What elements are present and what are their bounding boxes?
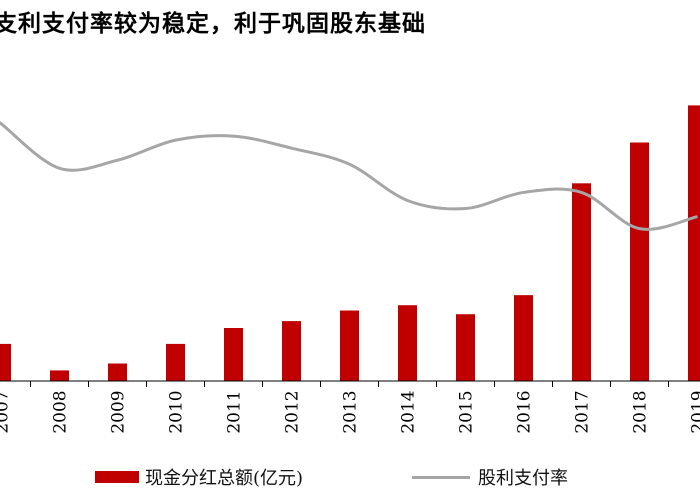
x-ticks [30, 381, 669, 387]
x-label-2008: 2008 [51, 390, 71, 433]
x-label-2009: 2009 [109, 390, 129, 433]
bar-2011 [224, 328, 243, 381]
legend-label-dividends: 现金分红总额(亿元) [145, 468, 304, 489]
bar-2012 [282, 321, 301, 381]
x-label-2014: 2014 [399, 390, 419, 433]
legend-item-payout: 股利支付率 [412, 462, 568, 492]
bar-2016 [514, 295, 533, 381]
payout-ratio-line [0, 120, 698, 231]
x-label-2011: 2011 [225, 390, 245, 433]
bar-2017 [572, 183, 591, 381]
chart-title: 支利支付率较为稳定，利于巩固股东基础 [0, 11, 426, 37]
x-label-2015: 2015 [457, 390, 477, 433]
legend-swatch-line [412, 475, 470, 479]
bar-2008 [50, 370, 69, 381]
x-label-2017: 2017 [573, 390, 593, 433]
bar-2007 [0, 343, 11, 381]
legend-label-payout: 股利支付率 [478, 468, 568, 489]
legend-item-dividends: 现金分红总额(亿元) [95, 462, 303, 492]
legend-swatch-bar [95, 471, 139, 483]
bar-2019 [688, 105, 700, 382]
bar-2018 [630, 142, 649, 381]
bar-2009 [108, 363, 127, 381]
bar-series [0, 105, 700, 382]
bar-2013 [340, 310, 359, 381]
x-label-2016: 2016 [515, 390, 535, 433]
x-label-2012: 2012 [283, 390, 303, 433]
bar-2015 [456, 314, 475, 381]
x-label-2007: 2007 [0, 390, 13, 433]
x-label-2010: 2010 [167, 390, 187, 433]
bar-2010 [166, 343, 185, 381]
x-tick-labels: 2007 2008 2009 2010 2011 2012 2013 2014 2015 2016… [0, 390, 700, 433]
legend: 现金分红总额(亿元) 股利支付率 [0, 462, 700, 492]
x-label-2013: 2013 [341, 390, 361, 433]
bar-2014 [398, 305, 417, 381]
x-label-2018: 2018 [631, 390, 651, 433]
x-label-2019: 2019 [689, 390, 700, 433]
